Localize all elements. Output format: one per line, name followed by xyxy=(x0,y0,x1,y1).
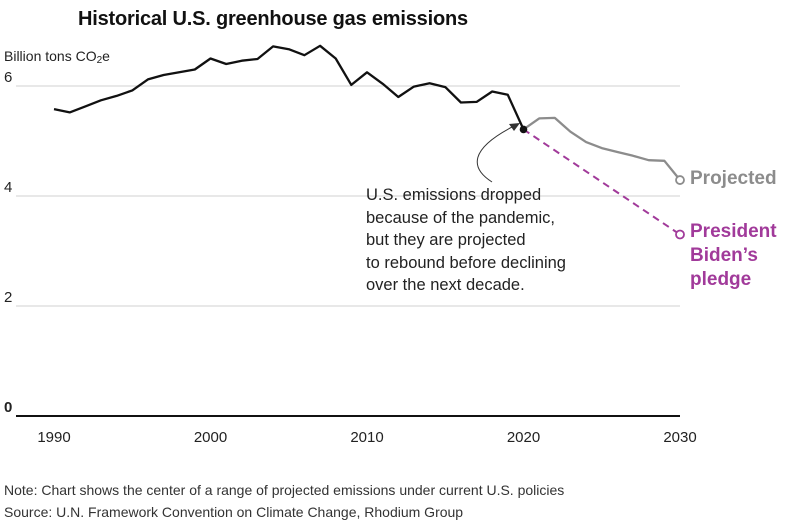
y-axis-label: Billion tons CO2e xyxy=(4,48,110,66)
projected-label: Projected xyxy=(690,168,777,189)
pledge-label: President Biden’s pledge xyxy=(690,221,777,290)
x-tick-label: 2020 xyxy=(507,429,540,446)
chart-title: Historical U.S. greenhouse gas emissions xyxy=(78,8,468,30)
y-axis-label-tail: e xyxy=(102,48,110,64)
pandemic-drop-point xyxy=(519,125,528,134)
chart-source: Source: U.N. Framework Convention on Cli… xyxy=(4,504,464,520)
x-tick-label: 2030 xyxy=(663,429,696,446)
y-tick-label: 6 xyxy=(4,69,12,86)
y-tick-label: 4 xyxy=(4,179,12,196)
gridlines xyxy=(16,85,680,417)
annotation-arrow xyxy=(476,125,515,183)
y-tick-label: 2 xyxy=(4,289,12,306)
y-axis-label-sub: 2 xyxy=(96,55,103,66)
y-tick-labels: 0 2 4 6 xyxy=(4,69,12,416)
pandemic-annotation: U.S. emissions dropped because of the pa… xyxy=(366,186,566,294)
y-tick-label: 0 xyxy=(4,399,12,416)
annotation-arrowhead xyxy=(509,123,520,131)
chart-note: Note: Chart shows the center of a range … xyxy=(4,482,565,498)
x-tick-label: 2010 xyxy=(350,429,383,446)
x-tick-label: 2000 xyxy=(194,429,227,446)
x-tick-label: 1990 xyxy=(37,429,70,446)
y-axis-label-main: Billion tons CO xyxy=(4,48,97,64)
x-tick-labels: 1990 2000 2010 2020 2030 xyxy=(37,429,696,446)
projected-series-line xyxy=(522,116,681,181)
pledge-series-line xyxy=(522,128,681,236)
series-lines xyxy=(53,44,685,240)
historical-series-line xyxy=(53,44,525,130)
projected-end-point xyxy=(675,175,685,185)
pledge-end-point xyxy=(675,229,685,240)
